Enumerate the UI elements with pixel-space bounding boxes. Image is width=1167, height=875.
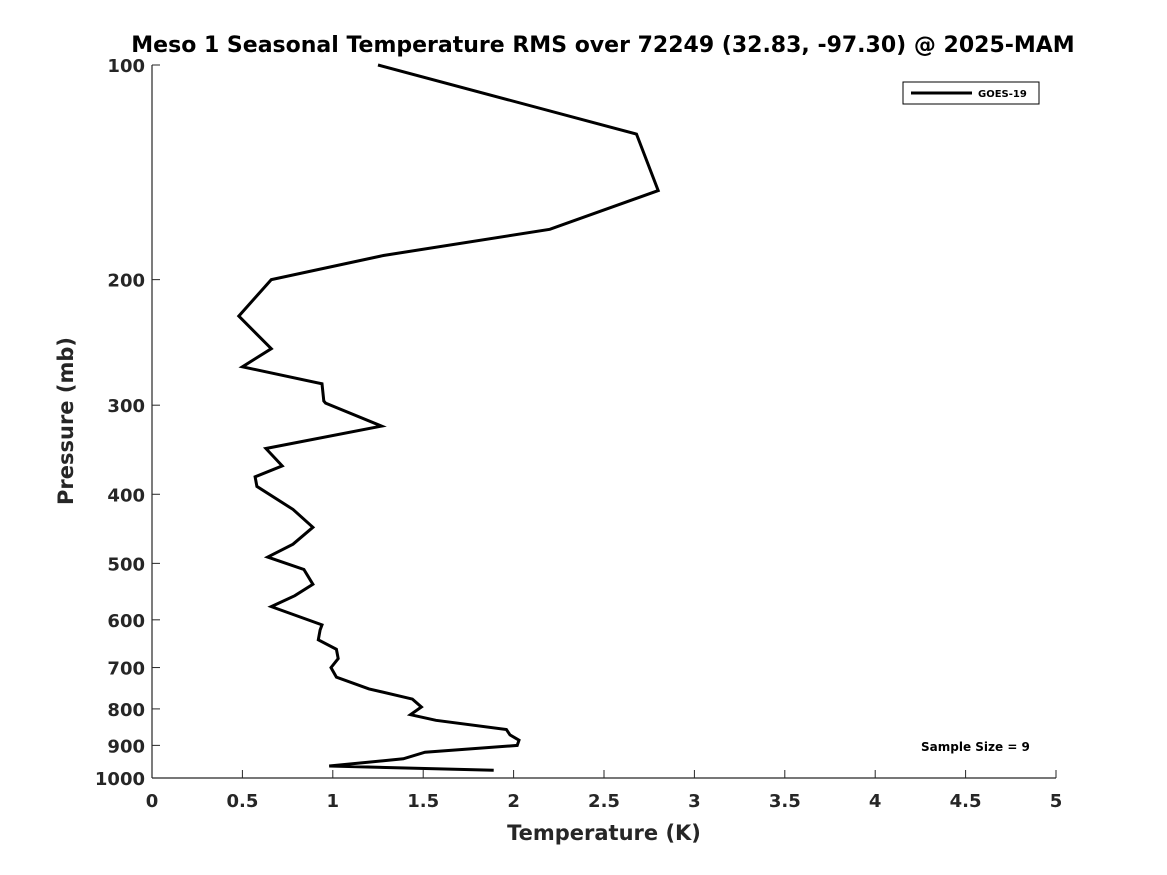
x-tick-label: 5 (1050, 791, 1063, 812)
y-tick-label: 1000 (95, 769, 145, 790)
x-tick-label: 1.5 (407, 791, 439, 812)
legend-label-goes-19: GOES-19 (978, 89, 1027, 100)
y-tick-label: 300 (107, 396, 145, 417)
y-tick-label: 400 (107, 485, 145, 506)
y-tick-label: 500 (107, 554, 145, 575)
series-line-goes-19 (236, 63, 661, 772)
y-tick-label: 100 (107, 56, 145, 77)
y-tick-label: 800 (107, 700, 145, 721)
y-tick-label: 900 (107, 736, 145, 757)
x-axis-ticks: 0 0.5 1 1.5 2 2.5 3 3.5 4 4.5 5 (146, 770, 1063, 812)
y-axis-label: Pressure (mb) (54, 337, 78, 505)
x-tick-label: 3.5 (769, 791, 801, 812)
y-tick-label: 700 (107, 659, 145, 680)
x-tick-label: 4 (869, 791, 882, 812)
x-tick-label: 2.5 (588, 791, 620, 812)
x-tick-label: 2 (507, 791, 520, 812)
x-tick-label: 1 (327, 791, 340, 812)
x-tick-label: 0.5 (226, 791, 258, 812)
x-axis-label: Temperature (K) (507, 821, 701, 845)
x-tick-label: 0 (146, 791, 159, 812)
plot-frame (151, 65, 1056, 779)
sample-size-annotation: Sample Size = 9 (921, 740, 1030, 754)
chart-title: Meso 1 Seasonal Temperature RMS over 722… (131, 33, 1074, 58)
x-tick-label: 3 (688, 791, 701, 812)
legend: GOES-19 (902, 81, 1040, 105)
y-axis-ticks: 100 200 300 400 500 600 700 800 900 1000 (95, 56, 160, 790)
series-layer (236, 63, 661, 772)
y-tick-label: 200 (107, 271, 145, 292)
x-tick-label: 4.5 (950, 791, 982, 812)
y-tick-label: 600 (107, 611, 145, 632)
